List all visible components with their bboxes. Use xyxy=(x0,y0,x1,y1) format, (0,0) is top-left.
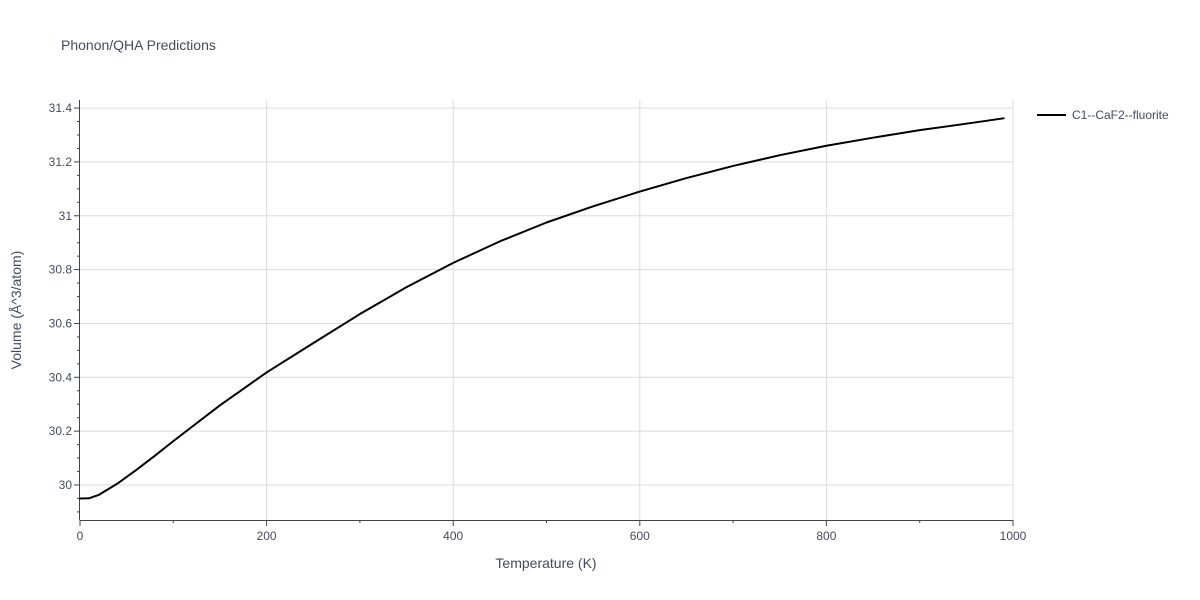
x-axis-title: Temperature (K) xyxy=(495,555,596,571)
y-tick-label: 30.6 xyxy=(49,316,73,330)
axes xyxy=(74,100,1014,526)
x-tick-label: 600 xyxy=(630,529,650,543)
x-tick-label: 0 xyxy=(77,529,84,543)
y-axis-title: Volume (Å^3/atom) xyxy=(8,251,24,370)
x-tick-label: 200 xyxy=(257,529,277,543)
x-tick-label: 800 xyxy=(816,529,836,543)
y-tick-label: 30 xyxy=(59,478,73,492)
y-tick-label: 30.8 xyxy=(49,263,73,277)
x-tick-label: 1000 xyxy=(1000,529,1027,543)
legend[interactable]: C1--CaF2--fluorite xyxy=(1037,108,1169,122)
y-tick-label: 31.2 xyxy=(49,155,73,169)
series-layer xyxy=(79,117,1005,500)
y-tick-label: 30.2 xyxy=(49,424,73,438)
y-tick-label: 31.4 xyxy=(49,101,73,115)
y-tick-label: 30.4 xyxy=(49,370,73,384)
legend-label: C1--CaF2--fluorite xyxy=(1072,108,1169,122)
series-line-0 xyxy=(79,117,1005,500)
y-tick-label: 31 xyxy=(59,209,73,223)
tick-labels: 0 200 400 600 800 1000 30 30.2 30.4 30.6 30.8 31 31.… xyxy=(49,101,1027,543)
x-tick-label: 400 xyxy=(443,529,463,543)
grid xyxy=(80,100,1014,520)
chart-title: Phonon/QHA Predictions xyxy=(61,37,216,53)
